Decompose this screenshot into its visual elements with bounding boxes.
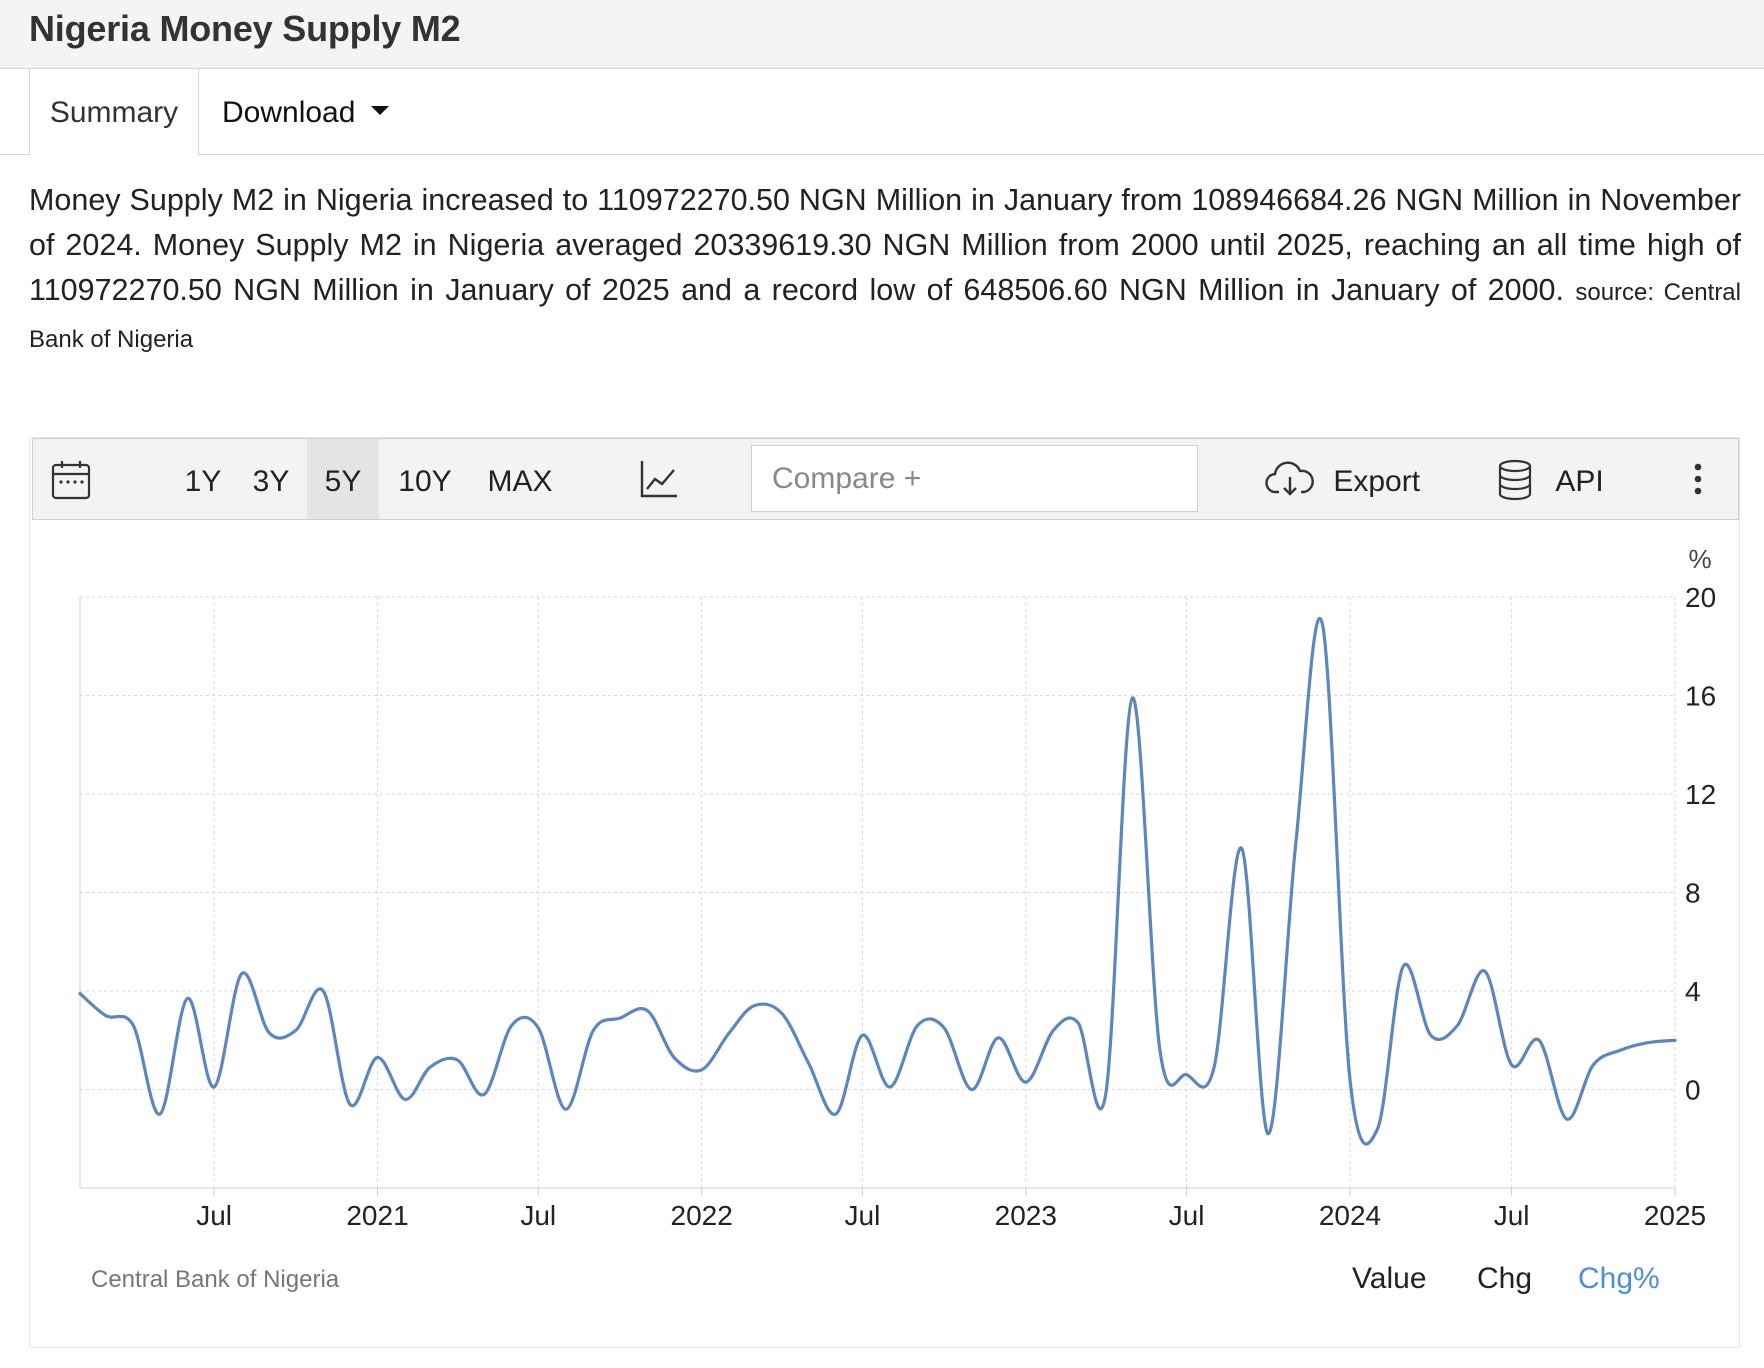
x-tick-label: 2022 xyxy=(671,1200,733,1231)
export-button[interactable]: Export xyxy=(1265,439,1420,519)
x-tick-label: 2025 xyxy=(1644,1200,1706,1231)
range-10y-button[interactable]: 10Y xyxy=(398,465,452,498)
api-label: API xyxy=(1555,465,1604,498)
mode-chgpct-button[interactable]: Chg% xyxy=(1578,1262,1660,1295)
summary-paragraph: Money Supply M2 in Nigeria increased to … xyxy=(29,178,1741,362)
tab-summary[interactable]: Summary xyxy=(29,69,199,155)
y-tick-label: 12 xyxy=(1685,779,1716,810)
y-tick-label: 16 xyxy=(1685,681,1716,712)
y-tick-label: 20 xyxy=(1685,582,1716,613)
more-vertical-icon[interactable] xyxy=(1691,461,1705,505)
range-3y-button[interactable]: 3Y xyxy=(252,465,290,498)
x-tick-label: 2024 xyxy=(1319,1200,1381,1231)
summary-text: Money Supply M2 in Nigeria increased to … xyxy=(29,183,1741,307)
series-line xyxy=(78,616,1677,1146)
api-button[interactable]: API xyxy=(1497,439,1604,519)
x-tick-label: 2023 xyxy=(995,1200,1057,1231)
range-max-button[interactable]: MAX xyxy=(487,465,553,498)
range-5y-button[interactable]: 5Y xyxy=(307,439,379,519)
y-tick-label: 0 xyxy=(1685,1075,1701,1106)
line-chart: 0 4 8 12 16 20% Jul 2021 Jul 2022 Jul 2023 Jul 2024 Ju… xyxy=(78,544,1716,1231)
mode-chg-button[interactable]: Chg xyxy=(1477,1262,1533,1295)
x-tick-label: Jul xyxy=(196,1200,232,1231)
database-icon xyxy=(1498,459,1532,501)
page-title: Nigeria Money Supply M2 xyxy=(29,8,461,49)
chart-source: Central Bank of Nigeria xyxy=(91,1266,340,1293)
tab-download-label: Download xyxy=(222,96,356,129)
x-tick-label: Jul xyxy=(1169,1200,1205,1231)
compare-input[interactable] xyxy=(751,445,1198,512)
line-chart-icon[interactable] xyxy=(639,459,679,507)
title-bar: Nigeria Money Supply M2 xyxy=(0,0,1764,69)
y-tick-label: 8 xyxy=(1685,878,1701,909)
x-tick-label: Jul xyxy=(845,1200,881,1231)
y-tick-label: 4 xyxy=(1685,976,1701,1007)
export-label: Export xyxy=(1333,465,1421,498)
tab-download[interactable]: Download xyxy=(222,69,390,155)
caret-down-icon xyxy=(371,105,390,115)
cloud-download-icon xyxy=(1265,461,1314,496)
x-tick-label: 2021 xyxy=(346,1200,408,1231)
mode-value-button[interactable]: Value xyxy=(1352,1262,1427,1295)
tabs-divider xyxy=(0,154,1764,155)
calendar-icon[interactable] xyxy=(51,459,91,509)
range-1y-button[interactable]: 1Y xyxy=(184,465,222,498)
y-unit-label: % xyxy=(1688,544,1711,574)
x-tick-label: Jul xyxy=(520,1200,556,1231)
x-tick-label: Jul xyxy=(1494,1200,1530,1231)
summary-source: source: Central Bank of Nigeria xyxy=(29,279,1741,353)
